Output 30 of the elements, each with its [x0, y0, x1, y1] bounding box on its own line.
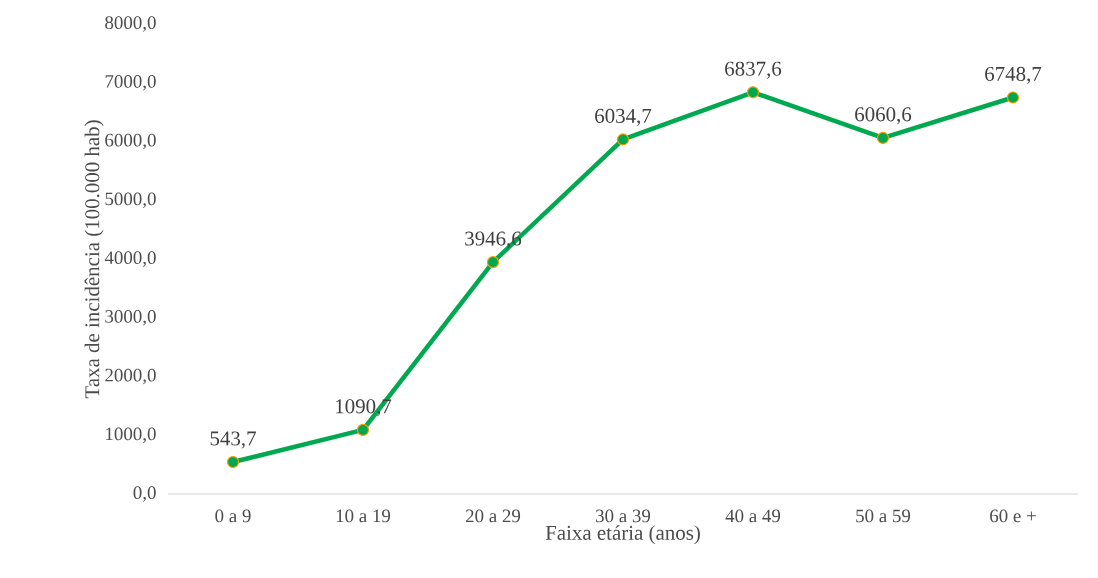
x-tick-label: 40 a 49 — [725, 509, 781, 523]
x-tick-label: 50 a 59 — [856, 509, 911, 523]
y-tick-label: 7000,0 — [105, 75, 156, 91]
point — [876, 131, 890, 145]
y-tick-label: 1000,0 — [106, 427, 156, 443]
y-tick-label: 6000,0 — [105, 133, 156, 150]
x-tick-label: 10 a 19 — [336, 509, 391, 523]
x-tick-label: 20 a 29 — [465, 509, 521, 523]
point — [746, 86, 760, 99]
y-tick-label: 0,0 — [133, 486, 156, 502]
point — [1006, 91, 1020, 104]
data-label: 543,7 — [210, 431, 256, 449]
y-tick-label: 4000,0 — [104, 251, 156, 267]
data-label: 6060,6 — [855, 107, 912, 125]
y-axis-title: Taxa de incidência (100.000 hab) — [84, 120, 104, 399]
x-tick-label: 60 e + — [990, 509, 1036, 523]
x-axis-title: Faixa etária (anos) — [545, 525, 700, 545]
x-tick-label: 0 a 9 — [215, 509, 251, 523]
point — [226, 455, 240, 469]
y-tick-label: 5000,0 — [105, 192, 156, 208]
data-label: 6837,6 — [725, 61, 782, 79]
point — [356, 423, 370, 437]
x-tick-label: 30 a 39 — [596, 509, 651, 523]
y-tick-label: 2000,0 — [105, 368, 156, 385]
point — [486, 256, 500, 269]
data-label: 6748,7 — [985, 66, 1042, 84]
data-label: 6034,7 — [595, 108, 652, 126]
y-tick-label: 3000,0 — [105, 310, 156, 326]
y-tick-label: 8000,0 — [105, 16, 156, 32]
point — [616, 133, 630, 146]
